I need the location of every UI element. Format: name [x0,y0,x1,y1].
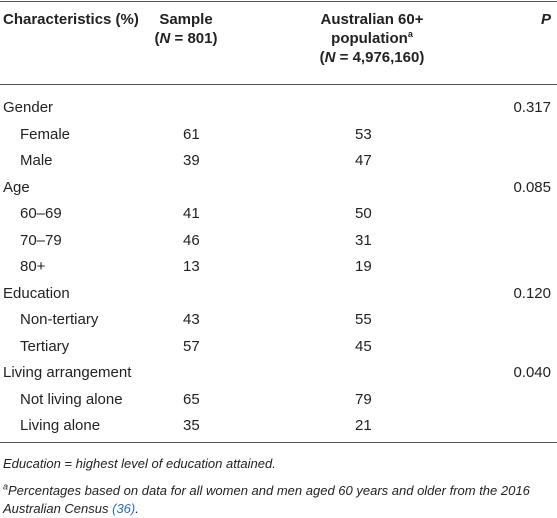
footnote: Education = highest level of education a… [3,455,555,473]
sample-value: 35 [183,417,200,434]
top-rule [0,1,557,2]
text-span: = 801) [170,30,218,47]
sample-value: 43 [183,311,200,328]
sample-value: 39 [183,152,200,169]
p-value: 0.120 [513,284,551,302]
text-span: Australian 60+ [320,11,424,28]
citation-link[interactable]: (36) [112,501,136,516]
text-span: Sample [159,11,213,28]
text-span: population [331,30,408,47]
group-label: Age [3,178,30,196]
row-label: 80+ [20,258,46,275]
p-value: 0.317 [513,99,551,116]
row-label: Not living alone [20,390,123,408]
text-span: N [159,30,171,47]
sample-value: 61 [183,125,200,143]
row-label: Female [20,125,71,143]
sample-value: 13 [183,258,200,275]
header-line: P [541,10,551,29]
header-cell: Sample (N = 801) [86,10,286,48]
sample-value: 57 [183,337,200,355]
sample-value: 46 [183,231,200,249]
header-line: (N = 801) [86,29,286,48]
header-line: (N = 4,976,160) [272,48,472,67]
row-label: Male [20,152,53,169]
population-value: 53 [355,125,372,143]
row-label: 60–69 [20,205,62,222]
text-span: P [540,11,551,28]
text-span: Education = highest level of education a… [3,456,276,471]
population-value: 47 [355,152,372,169]
text-span: . [135,501,139,516]
sample-value: 65 [183,390,200,408]
text-span: a [407,29,413,39]
p-value: 0.085 [513,178,551,196]
population-value: 79 [355,390,372,408]
header-line: Characteristics (%) [3,10,139,29]
population-value: 19 [355,258,372,275]
header-rule [0,84,557,85]
text-span: Percentages based on data for all women … [3,483,530,516]
p-value: 0.040 [513,364,551,381]
text-span: Characteristics (%) [3,11,139,28]
header-cell: P [541,10,551,29]
bottom-rule [0,442,557,443]
row-label: Living alone [20,417,101,434]
footnote: aPercentages based on data for all women… [3,482,555,518]
group-label: Gender [3,99,54,116]
population-value: 21 [355,417,372,434]
text-span: = 4,976,160) [335,49,425,66]
row-label: Non-tertiary [20,311,99,328]
header-cell: Characteristics (%) [3,10,139,29]
text-span: N [324,49,336,66]
header-line: Australian 60+ [272,10,472,29]
group-label: Education [3,284,70,302]
header-line: populationa [272,29,472,48]
row-label: Tertiary [20,337,70,355]
sample-value: 41 [183,205,200,222]
population-value: 55 [355,311,372,328]
population-value: 45 [355,337,372,355]
text-span: ( [319,49,325,66]
text-span: ( [154,30,160,47]
header-line: Sample [86,10,286,29]
population-value: 50 [355,205,372,222]
header-cell: Australian 60+ populationa (N = 4,976,160) [272,10,472,67]
group-label: Living arrangement [3,364,132,381]
population-value: 31 [355,231,372,249]
text-span: a [3,481,9,492]
row-label: 70–79 [20,231,62,249]
